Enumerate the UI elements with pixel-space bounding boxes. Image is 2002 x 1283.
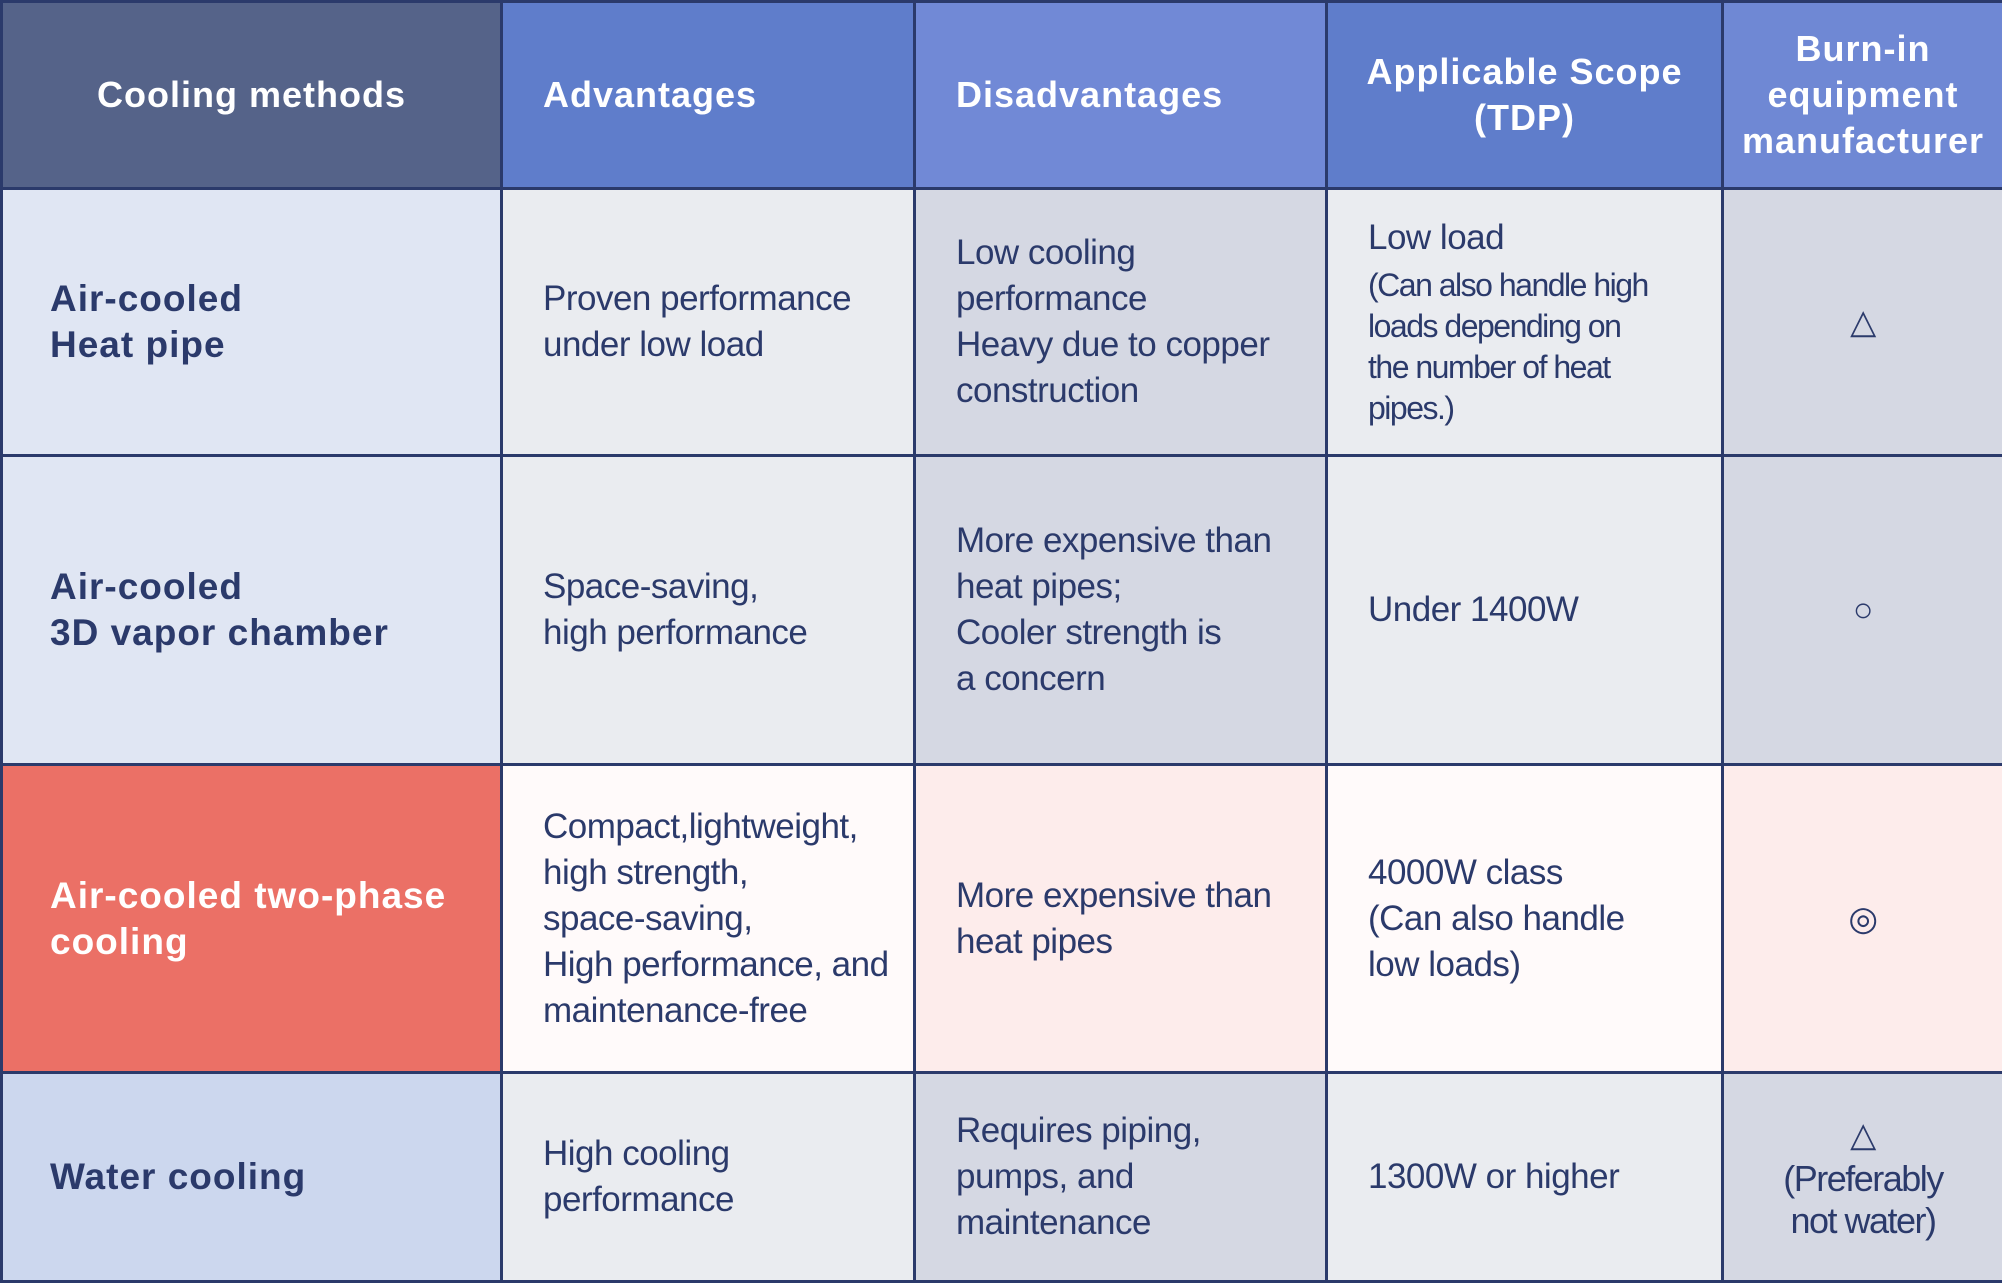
circle-icon: ○ — [1852, 591, 1874, 629]
header-cooling-methods: Cooling methods — [0, 0, 503, 190]
method-cell: Air-cooled Heat pipe — [0, 187, 503, 457]
rating-note: (Preferably not water) — [1783, 1158, 1944, 1241]
method-cell: Air-cooled 3D vapor chamber — [0, 454, 503, 766]
table-row-highlighted: Air-cooled two-phase cooling Compact,lig… — [0, 763, 2002, 1074]
rating-cell: △ (Preferably not water) — [1721, 1071, 2002, 1283]
scope-cell: Under 1400W — [1325, 454, 1724, 766]
scope-text: Low load — [1368, 218, 1505, 257]
method-cell: Air-cooled two-phase cooling — [0, 763, 503, 1074]
header-row: Cooling methods Advantages Disadvantages… — [0, 0, 2002, 190]
advantages-cell: Proven performance under low load — [500, 187, 916, 457]
disadvantages-cell: More expensive than heat pipes — [913, 763, 1328, 1074]
scope-cell: 4000W class (Can also handle low loads) — [1325, 763, 1724, 1074]
table-row: Air-cooled 3D vapor chamber Space-saving… — [0, 454, 2002, 766]
header-advantages: Advantages — [500, 0, 916, 190]
table-row: Water cooling High cooling performance R… — [0, 1071, 2002, 1283]
scope-cell: Low load (Can also handle high loads depe… — [1325, 187, 1724, 457]
triangle-icon: △ — [1850, 1116, 1876, 1154]
advantages-cell: Compact,lightweight, high strength, spac… — [500, 763, 916, 1074]
rating-cell: ◎ — [1721, 763, 2002, 1074]
scope-cell: 1300W or higher — [1325, 1071, 1724, 1283]
rating-cell: △ — [1721, 187, 2002, 457]
rating-cell: ○ — [1721, 454, 2002, 766]
advantages-cell: High cooling performance — [500, 1071, 916, 1283]
header-disadvantages: Disadvantages — [913, 0, 1328, 190]
double-circle-icon: ◎ — [1848, 899, 1878, 938]
scope-note: (Can also handle high loads depending on… — [1368, 267, 1649, 426]
header-applicable-scope: Applicable Scope (TDP) — [1325, 0, 1724, 190]
table-row: Air-cooled Heat pipe Proven performance … — [0, 187, 2002, 457]
advantages-cell: Space-saving, high performance — [500, 454, 916, 766]
header-burn-in-manufacturer: Burn-in equipment manufacturer — [1721, 0, 2002, 190]
disadvantages-cell: Requires piping, pumps, and maintenance — [913, 1071, 1328, 1283]
disadvantages-cell: More expensive than heat pipes; Cooler s… — [913, 454, 1328, 766]
triangle-icon: △ — [1850, 303, 1876, 341]
method-cell: Water cooling — [0, 1071, 503, 1283]
disadvantages-cell: Low cooling performance Heavy due to cop… — [913, 187, 1328, 457]
